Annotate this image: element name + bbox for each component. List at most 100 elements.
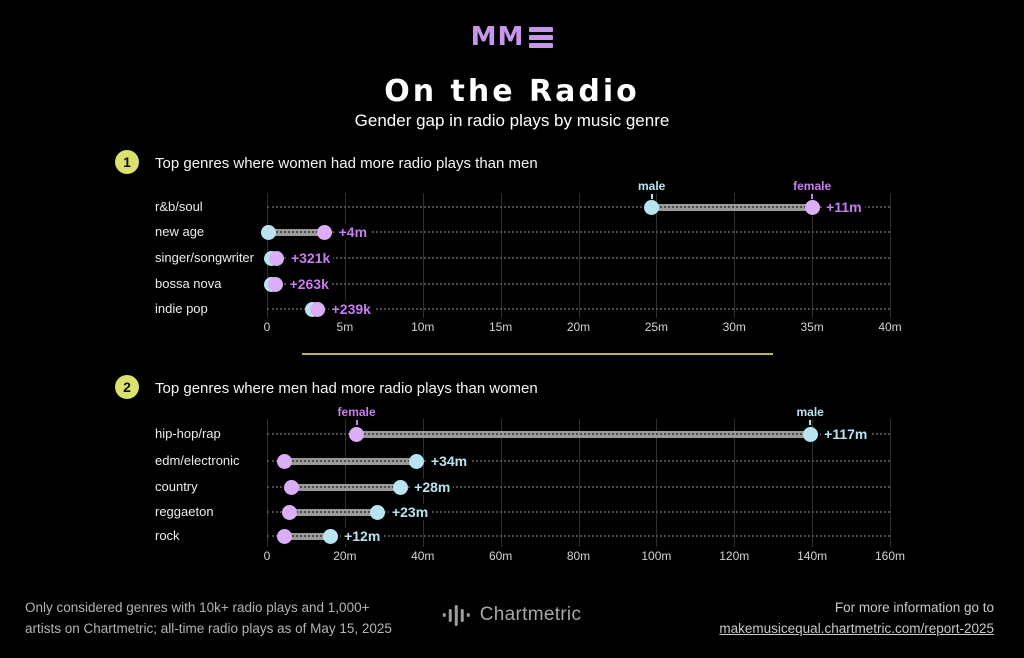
female-dot	[269, 250, 285, 266]
row-guide	[267, 231, 890, 233]
gridline	[656, 419, 658, 547]
male-series-tick	[650, 194, 653, 199]
male-series-label: male	[638, 179, 666, 193]
male-dot	[644, 199, 660, 215]
category-label: new age	[155, 224, 205, 239]
category-label: indie pop	[155, 301, 208, 316]
male-dot	[370, 504, 386, 520]
male-dot	[802, 426, 818, 442]
male-dot	[409, 453, 425, 469]
female-dot	[349, 426, 365, 442]
gap-value-label: +34m	[427, 453, 471, 469]
gridline	[890, 193, 891, 318]
x-tick-label: 20m	[566, 320, 591, 334]
chart-men-lead: 0 20m 40m 60m 80m 100m 120m 140m 160m hip-hop/rap…	[0, 400, 1024, 572]
row-guide	[267, 308, 890, 310]
chartmetric-wordmark: Chartmetric	[479, 604, 582, 625]
gridline	[578, 419, 580, 547]
category-label: rock	[155, 528, 180, 543]
gridline	[422, 193, 424, 318]
gridline	[812, 419, 814, 547]
gap-value-label: +117m	[821, 426, 871, 442]
x-tick-label: 0	[263, 549, 271, 563]
category-label: edm/electronic	[155, 453, 240, 468]
x-tick-label: 5m	[336, 320, 354, 334]
female-dot	[277, 453, 293, 469]
chart-women-lead: 0 5m 10m 15m 20m 25m 30m 35m 40m r&b/soul +11m new …	[0, 175, 1024, 343]
mme-logo: MM	[0, 22, 1024, 52]
x-tick-label: 40m	[411, 549, 435, 563]
row-guide	[267, 460, 890, 462]
waveform-icon	[442, 604, 470, 626]
gridline	[656, 193, 658, 318]
male-dot	[392, 479, 408, 495]
section-divider	[302, 353, 773, 355]
x-tick-label: 35m	[800, 320, 824, 334]
x-tick-label: 140m	[797, 549, 828, 563]
female-series-label: female	[337, 405, 376, 419]
row-guide	[267, 283, 890, 285]
more-info: For more information go to makemusicequa…	[719, 597, 994, 639]
category-label: bossa nova	[155, 276, 222, 291]
page-title: On the Radio	[384, 74, 640, 110]
gridline	[734, 419, 736, 547]
logo-mm-text: MM	[470, 22, 525, 52]
logo-bars-icon	[529, 26, 554, 48]
gridline	[267, 419, 268, 547]
female-dot	[310, 301, 326, 317]
female-dot	[282, 504, 298, 520]
footnote-line-2: artists on Chartmetric; all-time radio p…	[25, 621, 392, 636]
x-tick-label: 80m	[566, 549, 591, 563]
gap-value-label: +321k	[287, 250, 334, 266]
category-label: reggaeton	[155, 504, 214, 519]
x-tick-label: 10m	[411, 320, 435, 334]
gridline	[500, 193, 502, 318]
female-series-tick	[355, 420, 358, 425]
gridline	[890, 419, 891, 547]
x-tick-label: 40m	[878, 320, 902, 334]
x-tick-label: 30m	[722, 320, 746, 334]
more-info-line: For more information go to	[834, 600, 994, 615]
row-guide	[267, 206, 890, 208]
row-guide	[267, 257, 890, 259]
row-guide	[267, 433, 890, 435]
gridline	[500, 419, 502, 547]
female-dot	[268, 276, 284, 292]
female-series-tick	[811, 194, 814, 199]
section-2-heading: Top genres where men had more radio play…	[155, 380, 538, 397]
category-label: hip-hop/rap	[155, 426, 221, 441]
gridline	[578, 193, 580, 318]
female-dot	[284, 479, 300, 495]
gap-value-label: +11m	[823, 199, 865, 215]
row-guide	[267, 486, 890, 488]
section-1-heading: Top genres where women had more radio pl…	[155, 155, 538, 172]
female-dot	[277, 528, 293, 544]
female-series-label: female	[793, 179, 832, 193]
row-guide	[267, 511, 890, 513]
row-guide	[267, 535, 890, 537]
section-1-badge: 1	[115, 150, 139, 174]
footnote-line-1: Only considered genres with 10k+ radio p…	[25, 600, 370, 615]
section-2-badge: 2	[115, 375, 139, 399]
x-tick-label: 25m	[644, 320, 669, 334]
x-tick-label: 100m	[641, 549, 672, 563]
category-label: country	[155, 479, 198, 494]
gap-value-label: +23m	[388, 504, 432, 520]
male-dot	[261, 224, 277, 240]
x-tick-label: 15m	[488, 320, 513, 334]
male-dot	[322, 528, 338, 544]
gridline	[344, 419, 346, 547]
category-label: r&b/soul	[155, 199, 203, 214]
page-subtitle: Gender gap in radio plays by music genre	[354, 111, 670, 130]
male-series-tick	[809, 420, 812, 425]
male-series-label: male	[796, 405, 824, 419]
female-dot	[804, 199, 820, 215]
gap-value-label: +12m	[341, 528, 384, 544]
gap-value-label: +4m	[335, 224, 371, 240]
report-link[interactable]: makemusicequal.chartmetric.com/report-20…	[719, 621, 994, 636]
x-tick-label: 60m	[488, 549, 513, 563]
gridline	[734, 193, 736, 318]
chartmetric-logo: Chartmetric	[442, 604, 582, 626]
female-dot	[317, 224, 333, 240]
